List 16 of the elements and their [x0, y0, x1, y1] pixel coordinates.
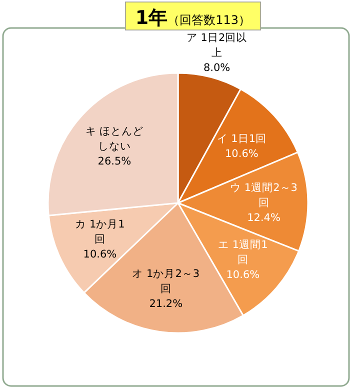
slice-label: エ 1週間1回	[218, 239, 268, 266]
chart-subtitle: （回答数113）	[168, 13, 251, 27]
chart-title: 1年	[135, 7, 168, 29]
slice-label: キ ほとんどしない	[85, 125, 144, 152]
slice-label: カ 1か月1回	[75, 218, 125, 246]
data-label: 12.4%	[247, 212, 280, 224]
data-label: 8.0%	[203, 62, 230, 74]
data-label: 26.5%	[98, 155, 132, 168]
data-label: 10.6%	[225, 148, 258, 160]
data-label: 10.6%	[83, 248, 117, 261]
slice-label: イ 1日1回	[216, 133, 267, 146]
data-label: 21.2%	[149, 298, 183, 310]
slice-label: ウ 1週間2～3回	[230, 182, 298, 210]
slice-label: ア 1日2回以上	[186, 30, 248, 59]
data-label: 10.6%	[226, 269, 260, 282]
slice-label: オ 1か月2～3回	[132, 268, 200, 295]
